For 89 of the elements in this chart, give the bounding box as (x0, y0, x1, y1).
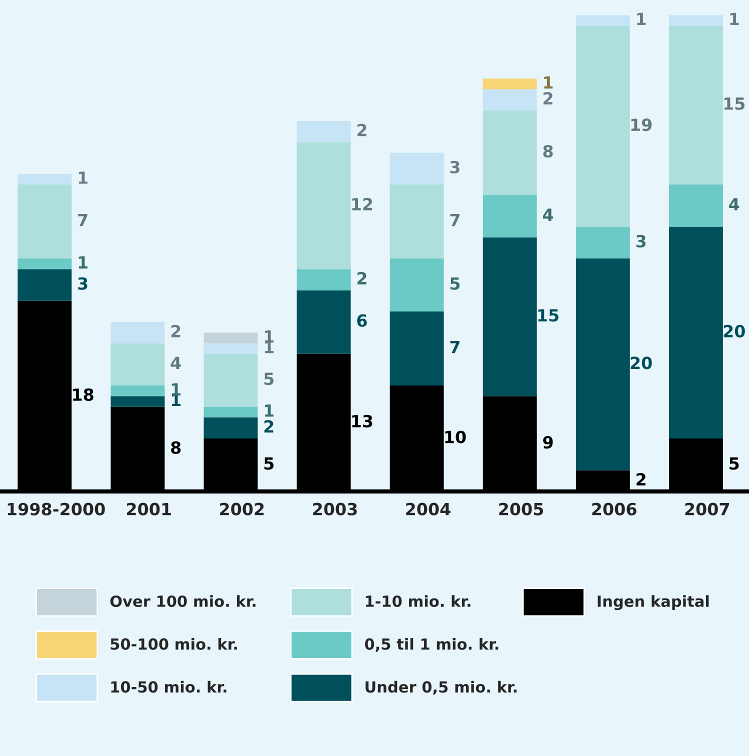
x-tick-label: 2002 (220, 502, 264, 516)
bar (576, 258, 630, 470)
data-label: 19 (631, 118, 652, 132)
bar (204, 406, 258, 418)
bar (390, 184, 444, 259)
data-label: 1 (78, 256, 88, 268)
x-tick-label: 2005 (499, 502, 544, 516)
x-tick-label: 2003 (313, 502, 357, 516)
bar (204, 343, 258, 354)
bar (204, 332, 258, 344)
data-label: 1 (637, 12, 646, 26)
bar (110, 322, 165, 344)
bar (18, 184, 72, 259)
data-label: 8 (171, 441, 181, 454)
x-tick-label: 2006 (592, 502, 636, 516)
data-label: 1 (264, 404, 274, 417)
bar (18, 269, 72, 301)
bar (482, 78, 537, 90)
bar (18, 174, 72, 184)
bar (576, 226, 630, 259)
data-label: 5 (730, 457, 739, 470)
data-label: 9 (543, 436, 553, 449)
data-label: 2 (544, 92, 552, 104)
bar (110, 396, 165, 407)
data-label: 20 (630, 356, 652, 370)
bar (668, 184, 723, 227)
legend-label: 0,5 til 1 mio. kr. (364, 638, 498, 652)
data-label: 2 (357, 124, 366, 136)
data-label: 1 (172, 383, 181, 396)
bar (668, 26, 723, 184)
bar (296, 120, 351, 142)
data-label: 5 (264, 457, 274, 470)
x-tick-label: 1998-2000 (8, 502, 105, 516)
bar (482, 110, 537, 196)
data-label: 4 (542, 208, 554, 221)
data-label: 12 (352, 198, 372, 210)
data-label: 2 (357, 272, 366, 284)
legend-label: Ingen kapital (598, 595, 709, 610)
bar (482, 237, 537, 396)
bar (390, 258, 444, 312)
x-tick-label: 2007 (685, 502, 729, 516)
bar (296, 142, 351, 270)
bar (18, 258, 72, 270)
data-label: 20 (724, 324, 745, 338)
data-label: 3 (636, 234, 646, 248)
bar (110, 386, 165, 396)
data-label: 1 (730, 12, 739, 26)
bar (390, 311, 444, 386)
legend-label: Under 0,5 mio. kr. (366, 680, 517, 695)
data-label: 1 (78, 172, 88, 184)
x-tick-label: 2004 (406, 502, 450, 516)
bar (482, 195, 537, 238)
data-label: 5 (264, 372, 274, 386)
data-label: 2 (171, 324, 180, 338)
data-label: 1 (544, 76, 553, 89)
bar (576, 15, 630, 26)
data-label: 6 (357, 314, 367, 327)
data-label: 3 (78, 277, 88, 290)
bar (668, 226, 723, 438)
data-label: 7 (450, 214, 460, 226)
data-label: 4 (729, 198, 740, 210)
legend-label: 50-100 mio. kr. (110, 638, 237, 650)
bar (576, 26, 630, 227)
data-label: 2 (264, 420, 274, 432)
data-label: 18 (73, 388, 94, 401)
legend-label: 10-50 mio. kr. (111, 680, 226, 693)
data-label: 3 (450, 160, 460, 174)
legend-label: Over 100 mio. kr. (110, 595, 256, 608)
data-label: 4 (170, 356, 181, 369)
bar (204, 417, 258, 438)
data-label: 5 (450, 277, 460, 290)
bar (296, 269, 351, 290)
data-label: 7 (78, 214, 88, 226)
legend-label: 1-10 mio. kr. (366, 595, 470, 608)
data-label: 15 (538, 309, 558, 322)
bar (390, 152, 444, 184)
x-tick-label: 2001 (126, 502, 171, 516)
bar (482, 89, 537, 110)
data-label: 13 (352, 414, 372, 428)
bar (296, 290, 351, 354)
bar (204, 354, 258, 407)
data-label: 2 (636, 473, 646, 486)
data-label: 10 (445, 430, 466, 444)
bar (668, 15, 723, 26)
data-label: 15 (724, 98, 745, 110)
data-label: 7 (450, 340, 460, 354)
bar (110, 343, 165, 386)
data-label: 1 (264, 330, 274, 343)
data-label: 8 (543, 144, 553, 158)
